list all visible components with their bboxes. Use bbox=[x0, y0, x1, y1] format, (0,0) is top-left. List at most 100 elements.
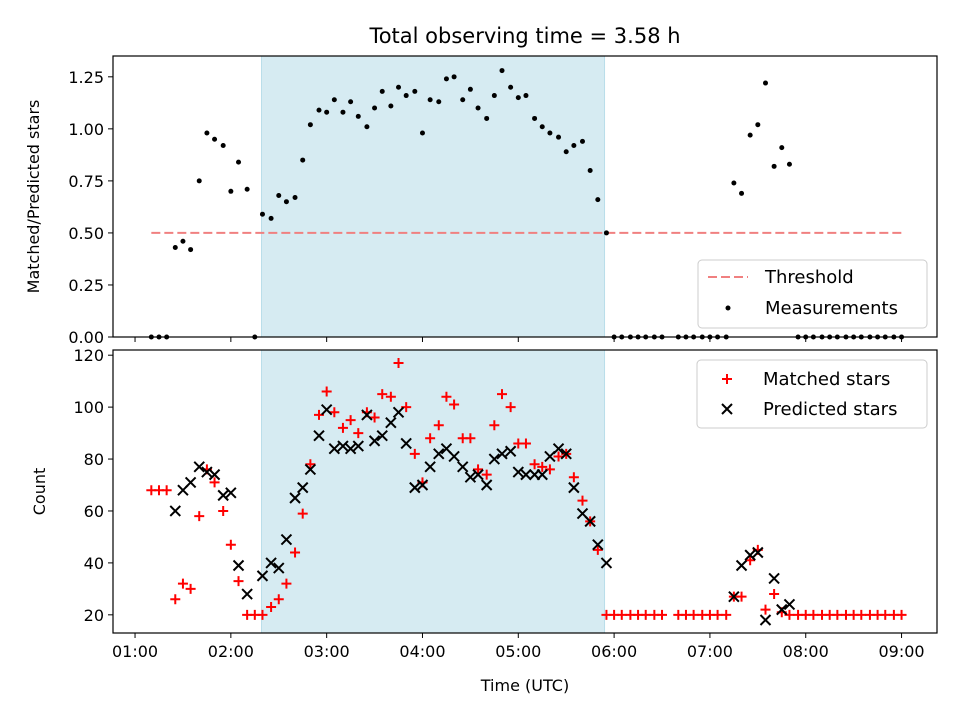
predicted-star-point bbox=[416, 479, 429, 491]
y-tick-label: 1.00 bbox=[68, 120, 104, 139]
matched-star-point bbox=[329, 407, 340, 418]
measurement-point bbox=[427, 97, 433, 103]
matched-star-point bbox=[489, 420, 500, 431]
x-tick-label: 03:00 bbox=[304, 642, 350, 661]
predicted-star-point bbox=[409, 481, 421, 494]
matched-star-point bbox=[721, 609, 732, 620]
x-tick-label: 01:00 bbox=[112, 642, 158, 661]
predicted-star-point bbox=[433, 448, 445, 460]
predicted-star-point bbox=[457, 461, 469, 473]
matched-star-point bbox=[225, 539, 236, 550]
predicted-star-point bbox=[496, 448, 508, 460]
matched-star-point bbox=[353, 428, 364, 439]
measurement-point bbox=[755, 122, 761, 128]
predicted-star-point bbox=[376, 429, 388, 442]
x-tick-label: 04:00 bbox=[399, 642, 445, 661]
measurement-point bbox=[372, 105, 378, 111]
predicted-star-point bbox=[337, 440, 349, 452]
matched-star-point bbox=[712, 609, 723, 620]
matched-star-point bbox=[170, 594, 181, 605]
predicted-star-point bbox=[352, 440, 364, 452]
measurement-point bbox=[180, 238, 186, 244]
measurement-point bbox=[460, 97, 466, 103]
measurement-point bbox=[491, 93, 497, 99]
matched-star-point bbox=[449, 399, 460, 410]
matched-star-point bbox=[337, 422, 348, 433]
measurement-point bbox=[532, 115, 538, 121]
measurement-point bbox=[228, 188, 234, 194]
predicted-star-point bbox=[560, 448, 572, 460]
matched-star-point bbox=[473, 464, 484, 475]
legend-box bbox=[696, 359, 928, 429]
matched-star-point bbox=[266, 602, 277, 613]
y-tick-label: 0.00 bbox=[68, 328, 104, 347]
measurement-point bbox=[603, 230, 609, 236]
predicted-star-point bbox=[464, 471, 477, 483]
measurement-point bbox=[316, 107, 322, 113]
matched-star-point bbox=[505, 402, 516, 413]
predicted-star-point bbox=[776, 603, 788, 616]
bottom-plot: 01:00 02:00 03:00 04:00 05:00 06:00 07:00 08:00… bbox=[30, 346, 938, 695]
x-tick-label: 07:00 bbox=[687, 642, 733, 661]
predicted-star-point bbox=[536, 468, 548, 481]
predicted-star-point bbox=[552, 442, 565, 455]
predicted-star-point bbox=[504, 445, 517, 457]
predicted-star-point bbox=[512, 466, 525, 478]
predicted-star-point bbox=[520, 468, 532, 481]
y-tick-label: 60 bbox=[84, 502, 104, 521]
measurement-point bbox=[762, 80, 768, 86]
measurement-point bbox=[412, 88, 418, 94]
measurement-point bbox=[451, 74, 457, 80]
measurement-point bbox=[539, 124, 545, 130]
matched-star-point bbox=[345, 415, 356, 426]
x-tick-label: 02:00 bbox=[208, 642, 254, 661]
measurement-point bbox=[300, 157, 306, 163]
matched-star-point bbox=[321, 386, 332, 397]
measurement-point bbox=[340, 109, 346, 115]
matched-star-point bbox=[880, 609, 891, 620]
predicted-star-point bbox=[759, 614, 772, 626]
matched-star-point bbox=[369, 412, 380, 423]
legend-box bbox=[697, 259, 928, 329]
measurement-point bbox=[508, 84, 514, 90]
measurement-point bbox=[771, 163, 777, 169]
observing-window-shade bbox=[261, 349, 606, 634]
predicted-star-point bbox=[488, 453, 501, 465]
predicted-star-point bbox=[304, 463, 317, 476]
matched-star-point bbox=[305, 459, 316, 470]
matched-star-point bbox=[161, 485, 172, 496]
predicted-star-point bbox=[735, 559, 748, 572]
y-tick-label: 0.50 bbox=[68, 224, 104, 243]
predicted-star-point bbox=[256, 570, 269, 582]
predicted-star-point bbox=[568, 481, 580, 494]
matched-star-point bbox=[616, 609, 627, 620]
measurement-point bbox=[587, 167, 593, 173]
matched-star-point bbox=[281, 578, 292, 589]
legend: Matched stars Predicted stars bbox=[696, 359, 928, 429]
matched-star-point bbox=[297, 508, 308, 519]
measurement-point bbox=[331, 97, 337, 103]
measurement-point bbox=[348, 99, 354, 105]
predicted-star-point bbox=[193, 461, 205, 473]
legend-predicted-label: Predicted stars bbox=[763, 399, 897, 420]
measurement-point bbox=[731, 180, 737, 186]
measurement-point bbox=[436, 99, 442, 105]
measurement-point bbox=[556, 134, 562, 140]
predicted-star-point bbox=[368, 435, 381, 447]
measurement-point bbox=[364, 124, 370, 130]
matched-star-point bbox=[409, 448, 420, 459]
measurement-point bbox=[188, 247, 194, 253]
predicted-star-point bbox=[361, 409, 373, 421]
measurement-point bbox=[786, 161, 792, 167]
predicted-star-point bbox=[169, 505, 181, 517]
measurement-point bbox=[747, 132, 753, 138]
matched-star-point bbox=[736, 591, 747, 602]
predicted-star-point bbox=[448, 450, 460, 463]
matched-star-point bbox=[385, 391, 396, 402]
measurement-point bbox=[324, 109, 330, 115]
measurement-point bbox=[547, 130, 553, 136]
y-tick-label: 0.25 bbox=[68, 276, 104, 295]
predicted-star-point bbox=[201, 466, 213, 478]
y-tick-label: 100 bbox=[73, 398, 104, 417]
